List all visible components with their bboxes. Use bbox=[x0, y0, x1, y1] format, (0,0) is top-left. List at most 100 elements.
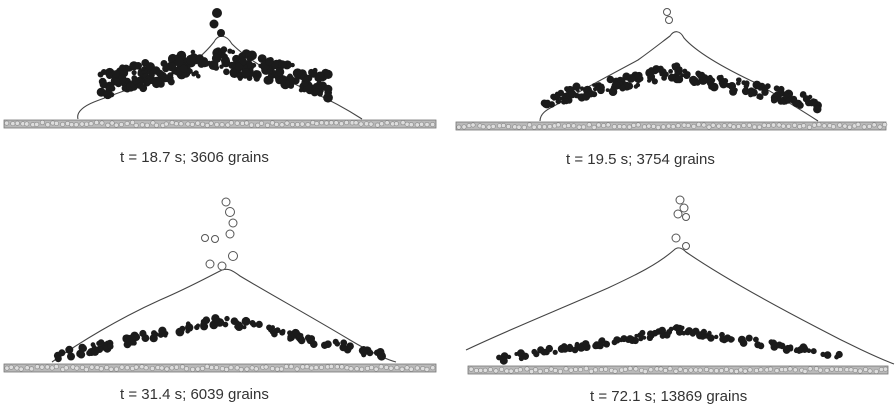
grain bbox=[647, 78, 652, 83]
substrate-grain bbox=[234, 120, 240, 126]
substrate-grain bbox=[855, 122, 861, 128]
substrate-grain bbox=[294, 366, 300, 372]
grain bbox=[211, 53, 222, 63]
grain bbox=[289, 80, 295, 87]
grain bbox=[117, 74, 127, 84]
substrate-grain bbox=[670, 124, 676, 130]
substrate-grain bbox=[878, 367, 884, 373]
grain bbox=[107, 343, 114, 350]
substrate-grain bbox=[456, 124, 462, 130]
grain bbox=[241, 68, 251, 78]
grain bbox=[782, 346, 791, 354]
substrate-grain bbox=[733, 368, 739, 374]
substrate-grain bbox=[248, 122, 254, 128]
grain bbox=[97, 71, 104, 78]
grain bbox=[710, 84, 716, 90]
substrate-grain bbox=[244, 366, 250, 372]
substrate-grain bbox=[368, 121, 374, 127]
substrate-grain bbox=[548, 366, 554, 372]
substrate-grain bbox=[4, 365, 10, 371]
substrate-grain bbox=[581, 124, 587, 130]
substrate-grain bbox=[754, 368, 760, 374]
falling-grain bbox=[212, 8, 222, 18]
substrate-grain bbox=[133, 122, 139, 128]
substrate-grain bbox=[18, 366, 24, 372]
substrate-grain bbox=[675, 123, 681, 129]
substrate-grain bbox=[39, 364, 45, 370]
substrate-grain bbox=[478, 367, 484, 373]
substrate-grain bbox=[333, 120, 339, 126]
substrate-grain bbox=[364, 121, 370, 127]
substrate-grain bbox=[867, 368, 873, 374]
substrate-grain bbox=[792, 367, 798, 373]
grain bbox=[360, 348, 368, 357]
grain bbox=[683, 73, 690, 79]
pile-panel-4: t = 72.1 s; 13869 grains bbox=[448, 192, 896, 412]
grain bbox=[90, 342, 96, 348]
substrate-grain bbox=[424, 366, 430, 372]
grain bbox=[790, 95, 797, 102]
substrate-grain bbox=[480, 124, 486, 130]
substrate-grain bbox=[328, 364, 334, 370]
substrate-grain bbox=[611, 124, 617, 130]
substrate-grain bbox=[190, 366, 196, 372]
substrate-grain bbox=[646, 123, 652, 129]
substrate-grain bbox=[104, 365, 110, 371]
grain bbox=[232, 54, 241, 64]
grain bbox=[753, 336, 759, 343]
substrate-grain bbox=[461, 124, 467, 130]
grain bbox=[689, 330, 696, 337]
substrate-grain bbox=[866, 123, 872, 129]
grain bbox=[582, 340, 590, 348]
substrate-grain bbox=[200, 121, 206, 127]
substrate-grain bbox=[4, 120, 10, 126]
substrate-grain bbox=[816, 122, 822, 128]
substrate-grain bbox=[288, 364, 294, 370]
substrate-grain bbox=[108, 366, 114, 372]
substrate-grain bbox=[701, 122, 707, 128]
substrate-grain bbox=[195, 366, 201, 372]
substrate-grain bbox=[143, 365, 149, 371]
pile-panel-1: t = 18.7 s; 3606 grains bbox=[0, 0, 440, 175]
substrate-grain bbox=[375, 122, 381, 128]
substrate-grain bbox=[358, 121, 364, 127]
substrate-grain bbox=[269, 366, 275, 372]
substrate-grain bbox=[662, 367, 668, 373]
substrate-grain bbox=[249, 365, 255, 371]
grain bbox=[296, 334, 301, 339]
grain bbox=[605, 88, 610, 92]
substrate-grain bbox=[882, 366, 888, 372]
substrate-grain bbox=[269, 120, 275, 126]
substrate-grain bbox=[598, 367, 604, 373]
pile-panel-2: t = 19.5 s; 3754 grains bbox=[448, 0, 896, 175]
substrate-grain bbox=[571, 123, 577, 129]
substrate-grain bbox=[324, 120, 330, 126]
substrate-grain bbox=[731, 124, 737, 130]
grain bbox=[794, 347, 799, 352]
grain bbox=[697, 72, 706, 81]
substrate-grain bbox=[318, 364, 324, 370]
substrate-grain bbox=[404, 365, 410, 371]
substrate-grain bbox=[430, 365, 436, 371]
substrate-grain bbox=[635, 122, 641, 128]
substrate-grain bbox=[696, 122, 702, 128]
grain bbox=[143, 78, 151, 87]
grain bbox=[613, 336, 621, 344]
grain bbox=[141, 334, 150, 342]
substrate-grain bbox=[641, 124, 647, 130]
grain bbox=[340, 339, 348, 347]
substrate-grain bbox=[651, 123, 657, 129]
grain bbox=[230, 68, 237, 76]
grain bbox=[274, 327, 281, 334]
panel-caption: t = 31.4 s; 6039 grains bbox=[120, 386, 269, 403]
grain bbox=[212, 62, 219, 69]
substrate-grain bbox=[213, 365, 219, 371]
substrate-grain bbox=[278, 366, 284, 372]
substrate-grain bbox=[837, 122, 843, 128]
grain bbox=[707, 330, 712, 336]
pile-panel-3: t = 31.4 s; 6039 grains bbox=[0, 192, 440, 412]
substrate-grain bbox=[199, 365, 205, 371]
substrate-grain bbox=[626, 124, 632, 130]
grain bbox=[128, 86, 133, 91]
substrate-grain bbox=[877, 124, 883, 130]
